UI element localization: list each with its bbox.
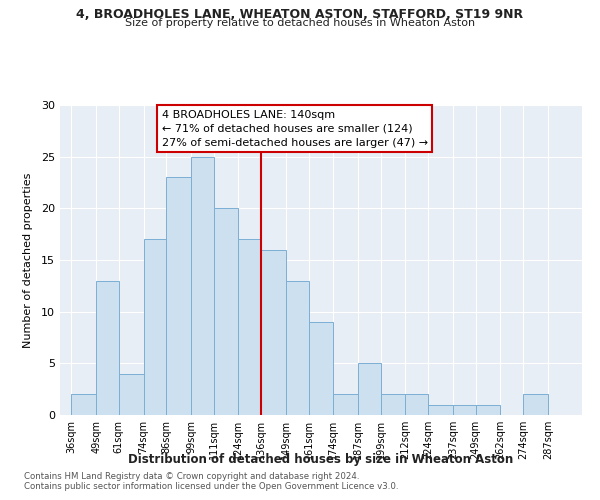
Text: Distribution of detached houses by size in Wheaton Aston: Distribution of detached houses by size … <box>128 452 514 466</box>
Text: 4 BROADHOLES LANE: 140sqm
← 71% of detached houses are smaller (124)
27% of semi: 4 BROADHOLES LANE: 140sqm ← 71% of detac… <box>162 110 428 148</box>
Bar <box>143 240 166 415</box>
Bar <box>453 404 476 415</box>
Bar <box>261 250 286 415</box>
Text: Contains HM Land Registry data © Crown copyright and database right 2024.: Contains HM Land Registry data © Crown c… <box>24 472 359 481</box>
Bar <box>191 156 214 415</box>
Bar <box>334 394 358 415</box>
Bar <box>358 364 381 415</box>
Bar <box>214 208 238 415</box>
Bar <box>119 374 143 415</box>
Text: Size of property relative to detached houses in Wheaton Aston: Size of property relative to detached ho… <box>125 18 475 28</box>
Text: 4, BROADHOLES LANE, WHEATON ASTON, STAFFORD, ST19 9NR: 4, BROADHOLES LANE, WHEATON ASTON, STAFF… <box>76 8 524 20</box>
Bar <box>428 404 453 415</box>
Bar <box>166 178 191 415</box>
Bar <box>476 404 500 415</box>
Bar <box>286 280 308 415</box>
Text: Contains public sector information licensed under the Open Government Licence v3: Contains public sector information licen… <box>24 482 398 491</box>
Bar <box>238 240 261 415</box>
Bar <box>308 322 334 415</box>
Bar <box>406 394 428 415</box>
Bar <box>381 394 406 415</box>
Bar <box>523 394 548 415</box>
Bar <box>96 280 119 415</box>
Y-axis label: Number of detached properties: Number of detached properties <box>23 172 32 348</box>
Bar <box>71 394 96 415</box>
